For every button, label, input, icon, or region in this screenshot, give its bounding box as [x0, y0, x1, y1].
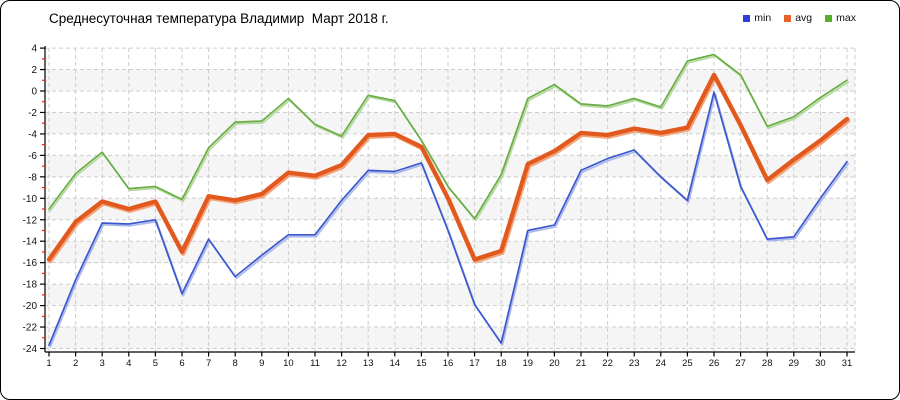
svg-text:22: 22: [602, 358, 613, 369]
svg-text:-18: -18: [23, 280, 38, 291]
svg-text:-20: -20: [23, 301, 38, 312]
svg-text:6: 6: [179, 358, 184, 369]
svg-text:24: 24: [656, 358, 667, 369]
legend-swatch-avg-icon: [784, 14, 792, 22]
svg-text:9: 9: [259, 358, 264, 369]
svg-text:2: 2: [31, 65, 37, 76]
svg-text:1: 1: [46, 358, 51, 369]
svg-text:4: 4: [31, 44, 37, 55]
legend-label-max: max: [836, 12, 856, 24]
svg-text:-14: -14: [23, 237, 38, 248]
svg-text:-22: -22: [23, 323, 38, 334]
svg-text:11: 11: [310, 358, 320, 369]
svg-text:4: 4: [126, 358, 131, 369]
svg-text:-16: -16: [23, 258, 38, 269]
svg-text:15: 15: [416, 358, 427, 369]
svg-text:13: 13: [363, 358, 374, 369]
svg-text:19: 19: [523, 358, 534, 369]
svg-text:-4: -4: [28, 129, 37, 140]
legend-swatch-max-icon: [825, 14, 833, 22]
svg-text:29: 29: [789, 358, 800, 369]
svg-text:27: 27: [735, 358, 746, 369]
legend-item-max: max: [825, 12, 856, 24]
svg-text:-2: -2: [28, 108, 37, 119]
svg-text:-6: -6: [28, 151, 37, 162]
svg-text:2: 2: [73, 358, 78, 369]
svg-text:-10: -10: [23, 194, 38, 205]
svg-text:23: 23: [629, 358, 640, 369]
svg-text:0: 0: [31, 87, 37, 98]
svg-text:26: 26: [709, 358, 720, 369]
svg-text:31: 31: [842, 358, 853, 369]
svg-text:16: 16: [443, 358, 454, 369]
svg-text:-24: -24: [23, 344, 38, 355]
chart-legend: min avg max: [743, 12, 856, 24]
svg-text:-8: -8: [28, 172, 37, 183]
svg-text:17: 17: [469, 358, 480, 369]
svg-text:5: 5: [153, 358, 158, 369]
svg-text:14: 14: [390, 358, 401, 369]
svg-text:21: 21: [576, 358, 587, 369]
svg-text:30: 30: [815, 358, 826, 369]
svg-text:18: 18: [496, 358, 507, 369]
svg-text:10: 10: [283, 358, 294, 369]
legend-label-min: min: [754, 12, 772, 24]
svg-text:8: 8: [233, 358, 238, 369]
svg-text:7: 7: [206, 358, 211, 369]
legend-label-avg: avg: [795, 12, 813, 24]
legend-item-avg: avg: [784, 12, 812, 24]
legend-swatch-min-icon: [743, 14, 751, 22]
svg-text:28: 28: [762, 358, 773, 369]
svg-text:3: 3: [100, 358, 105, 369]
legend-item-min: min: [743, 12, 771, 24]
svg-text:20: 20: [549, 358, 560, 369]
chart-title: Среднесуточная температура Владимир Март…: [49, 11, 389, 26]
svg-text:-12: -12: [23, 215, 38, 226]
svg-text:12: 12: [336, 358, 347, 369]
svg-text:25: 25: [682, 358, 693, 369]
